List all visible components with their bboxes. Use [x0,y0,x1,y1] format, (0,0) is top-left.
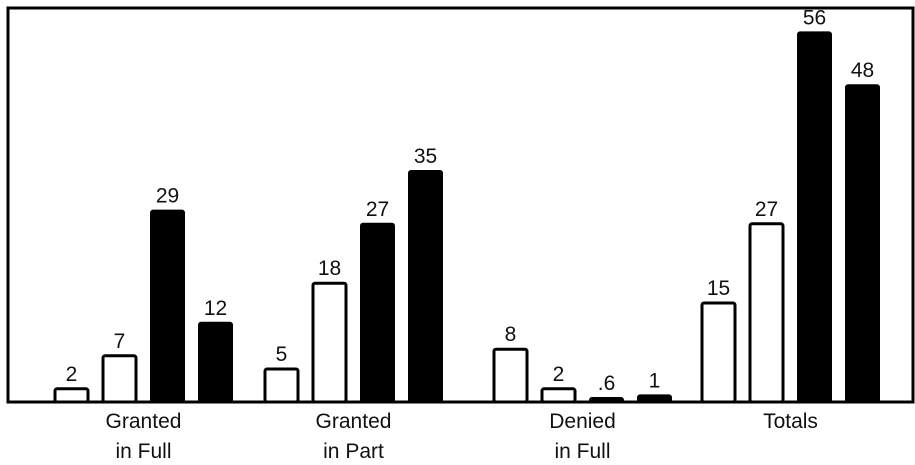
bar-2-4 [408,170,443,403]
bars-group [53,31,880,404]
plot-frame [6,6,915,404]
bar-3-3 [589,397,624,404]
category-labels-group: Granted in Full Granted in Part Denied in Ful… [106,410,818,463]
value-label-2-2: 18 [318,257,341,280]
value-label-2-3: 27 [366,198,389,221]
bar-4-2 [748,222,785,404]
bar-4-1 [700,301,737,404]
value-label-4-4: 48 [851,59,874,82]
category-label-1-line-1: Granted [106,410,182,433]
bar-3-2 [540,387,577,404]
value-label-1-1: 2 [66,363,78,386]
value-label-3-3: .6 [598,372,616,395]
category-label-3-line-2: in Full [554,440,610,463]
value-label-3-2: 2 [553,363,565,386]
value-label-2-4: 35 [414,145,437,168]
category-label-4-line-1: Totals [763,410,818,433]
value-label-4-3: 56 [803,6,826,29]
bar-2-1 [263,367,300,404]
bar-1-2 [101,354,138,404]
category-label-3-line-1: Denied [549,410,616,433]
bar-3-4 [637,394,672,403]
value-label-1-2: 7 [114,330,126,353]
value-label-1-3: 29 [156,185,179,208]
value-label-4-1: 15 [707,277,730,300]
bar-4-4 [845,84,880,403]
value-label-2-1: 5 [276,343,288,366]
bar-1-3 [150,209,185,403]
value-label-3-1: 8 [505,323,517,346]
bar-3-1 [492,347,529,404]
bar-1-1 [53,387,90,404]
category-label-2-line-1: Granted [316,410,392,433]
value-label-4-2: 27 [755,198,778,221]
bar-2-2 [311,281,348,404]
value-label-3-4: 1 [649,369,661,392]
category-label-1-line-2: in Full [115,440,171,463]
bar-2-3 [360,222,395,403]
value-label-1-4: 12 [204,297,227,320]
bar-1-4 [198,321,233,403]
category-label-2-line-2: in Part [323,440,384,463]
bar-4-3 [797,31,832,404]
